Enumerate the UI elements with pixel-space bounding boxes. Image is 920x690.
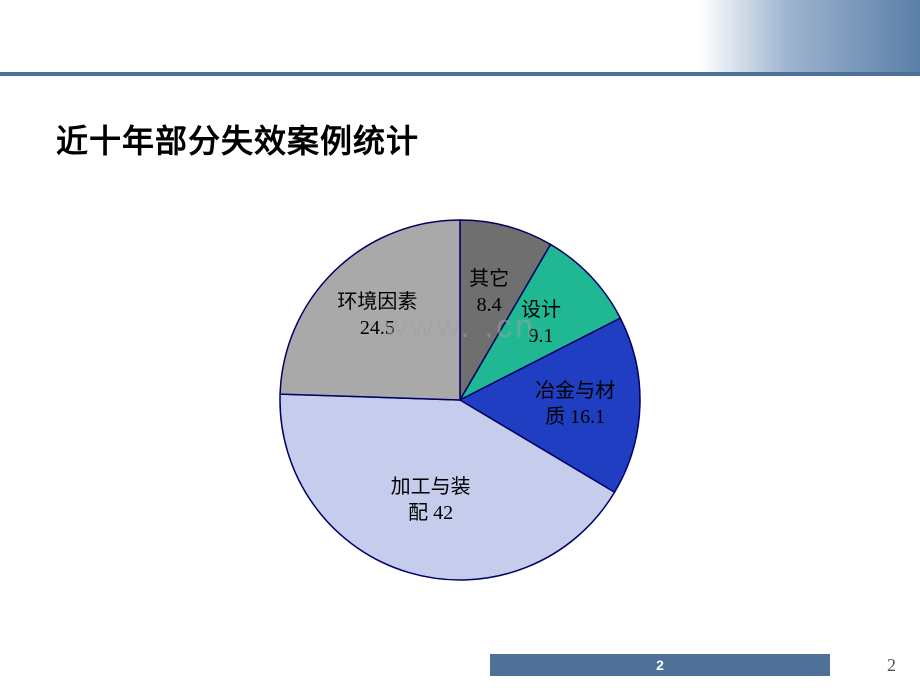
pie-label-line2-0: 8.4 — [469, 292, 509, 318]
pie-label-1: 设计9.1 — [521, 297, 561, 349]
pie-label-line1-0: 其它 — [469, 266, 509, 292]
pie-label-4: 环境因素24.5 — [337, 289, 417, 341]
page-number: 2 — [887, 655, 896, 676]
footer-bar: 2 — [490, 654, 830, 676]
header-rule — [0, 72, 920, 76]
pie-label-line2-4: 24.5 — [337, 315, 417, 341]
pie-label-line2-1: 9.1 — [521, 323, 561, 349]
pie-label-line2-3: 配 42 — [391, 500, 471, 526]
pie-label-line2-2: 质 16.1 — [535, 404, 615, 430]
pie-label-line1-4: 环境因素 — [337, 289, 417, 315]
pie-label-line1-2: 冶金与材 — [535, 378, 615, 404]
pie-label-3: 加工与装配 42 — [391, 474, 471, 526]
pie-label-0: 其它8.4 — [469, 266, 509, 318]
pie-label-line1-3: 加工与装 — [391, 474, 471, 500]
page-title: 近十年部分失效案例统计 — [56, 116, 419, 162]
pie-label-line1-1: 设计 — [521, 297, 561, 323]
pie-label-2: 冶金与材质 16.1 — [535, 378, 615, 430]
footer-page-inner: 2 — [656, 657, 664, 673]
pie-chart: 其它8.4 设计9.1 冶金与材质 16.1 加工与装配 42 环境因素24.5 — [260, 200, 660, 600]
header-gradient — [700, 0, 920, 72]
